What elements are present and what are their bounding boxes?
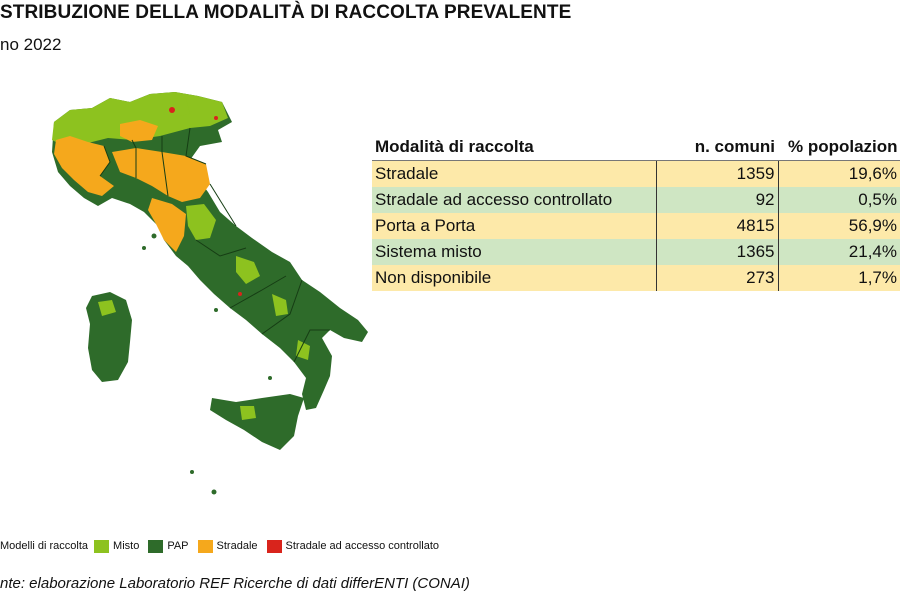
- legend-item-pap: PAP: [148, 539, 189, 553]
- map-region-borders: [99, 127, 330, 363]
- table-row: Stradale 1359 19,6%: [372, 160, 900, 187]
- row-label: Porta a Porta: [372, 213, 657, 239]
- row-label: Non disponibile: [372, 265, 657, 291]
- column-header-popolazione: % popolazion: [778, 134, 900, 161]
- map-island: [211, 489, 217, 495]
- map-sicily-misto: [240, 406, 256, 420]
- column-header-comuni: n. comuni: [656, 134, 778, 161]
- column-header-mode: Modalità di raccolta: [372, 134, 656, 161]
- map-south-misto: [236, 256, 310, 360]
- table-row: Sistema misto 1365 21,4%: [372, 239, 900, 265]
- map-controlled-spot: [214, 116, 218, 120]
- table-header-row: Modalità di raccolta n. comuni % popolaz…: [372, 134, 900, 161]
- source-note: nte: elaborazione Laboratorio REF Ricerc…: [0, 575, 470, 592]
- legend-label: Stradale: [216, 540, 258, 552]
- map-island: [151, 233, 157, 239]
- map-center-misto: [186, 204, 216, 240]
- map-northwest-stradale: [54, 136, 114, 196]
- legend-item-stradale: Stradale: [197, 539, 258, 553]
- legend-swatch: [94, 539, 110, 553]
- row-comuni: 4815: [656, 213, 779, 239]
- row-pct: 1,7%: [778, 265, 900, 291]
- row-pct: 21,4%: [778, 239, 900, 265]
- row-pct: 19,6%: [778, 160, 900, 187]
- row-comuni: 1365: [656, 239, 779, 265]
- legend-item-misto: Misto: [94, 539, 140, 553]
- map-sicily: [210, 394, 304, 450]
- legend-swatch: [197, 539, 213, 553]
- legend-swatch: [148, 539, 164, 553]
- map-toscana-stradale: [148, 198, 186, 252]
- legend-swatch: [266, 539, 282, 553]
- map-island: [214, 308, 218, 312]
- map-sardinia: [86, 292, 132, 382]
- map-sardinia-misto: [98, 300, 116, 316]
- row-comuni: 1359: [656, 160, 779, 187]
- row-pct: 0,5%: [778, 187, 900, 213]
- table-row: Non disponibile 273 1,7%: [372, 265, 900, 291]
- italy-map: [52, 92, 368, 495]
- chart-subtitle: no 2022: [0, 35, 62, 54]
- map-controlled-spot: [238, 292, 242, 296]
- row-label: Sistema misto: [372, 239, 657, 265]
- legend-item-stradale-controllato: Stradale ad accesso controllato: [266, 539, 439, 553]
- map-island: [268, 376, 272, 380]
- table-row: Stradale ad accesso controllato 92 0,5%: [372, 187, 900, 213]
- legend-label: Misto: [113, 540, 140, 552]
- map-island: [190, 470, 194, 474]
- row-label: Stradale ad accesso controllato: [372, 187, 657, 213]
- legend-title: Modelli di raccolta: [0, 540, 89, 552]
- chart-title: STRIBUZIONE DELLA MODALITÀ DI RACCOLTA P…: [0, 2, 572, 23]
- legend-label: PAP: [167, 540, 189, 552]
- map-island: [142, 246, 146, 250]
- map-trentino-misto: [160, 98, 190, 118]
- row-comuni: 273: [656, 265, 779, 291]
- row-comuni: 92: [656, 187, 779, 213]
- row-label: Stradale: [372, 160, 657, 187]
- row-pct: 56,9%: [778, 213, 900, 239]
- collection-mode-table: Modalità di raccolta n. comuni % popolaz…: [372, 134, 900, 291]
- map-legend: Modelli di raccolta Misto PAP Stradale S…: [0, 538, 448, 554]
- map-lombardia-stradale: [120, 120, 158, 142]
- table-row: Porta a Porta 4815 56,9%: [372, 213, 900, 239]
- legend-label: Stradale ad accesso controllato: [285, 540, 439, 552]
- map-controlled-spot: [169, 107, 175, 113]
